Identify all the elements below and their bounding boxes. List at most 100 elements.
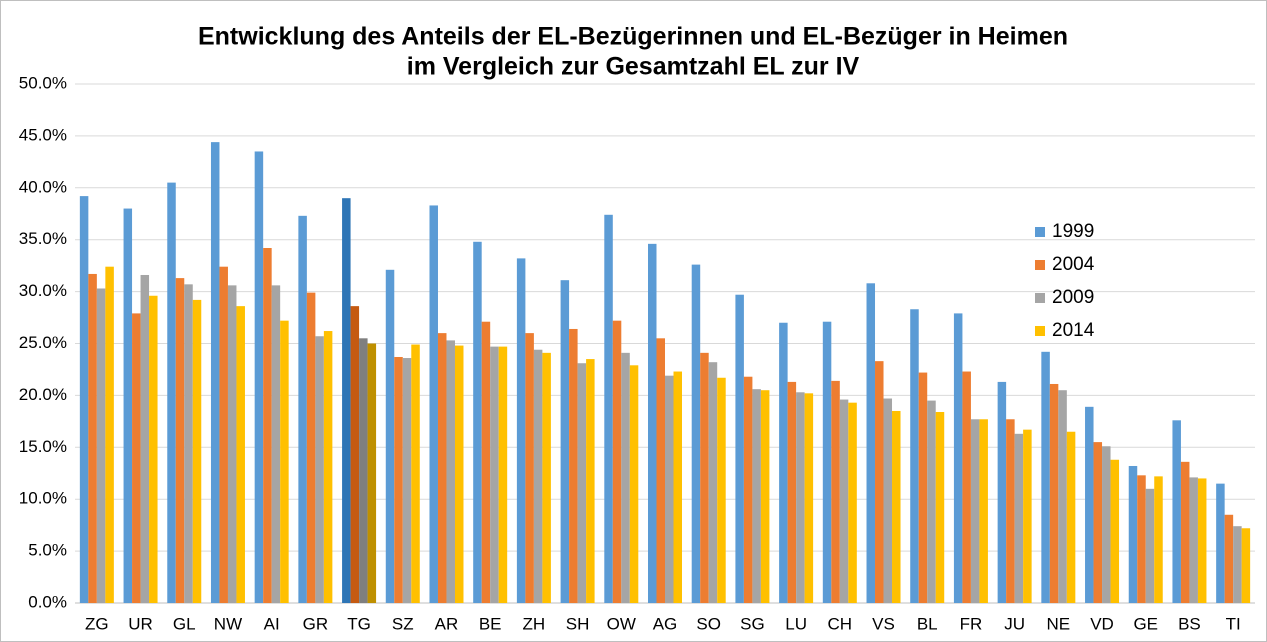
bar — [429, 205, 438, 604]
bar — [979, 419, 988, 603]
bar — [227, 285, 237, 603]
bar — [454, 345, 464, 603]
bar — [298, 215, 307, 604]
bar — [1154, 476, 1163, 603]
bar — [673, 371, 682, 603]
chart-title: Entwicklung des Anteils der EL-Bezügerin… — [198, 23, 1068, 51]
bar — [875, 361, 884, 603]
bar — [962, 371, 971, 603]
bar — [263, 248, 272, 603]
chart-title: im Vergleich zur Gesamtzahl EL zur IV — [407, 53, 860, 81]
bar — [927, 400, 936, 603]
bar — [953, 313, 963, 603]
x-tick-label: CH — [828, 614, 853, 633]
x-tick-label: GE — [1133, 614, 1158, 633]
bar — [1172, 420, 1181, 603]
bar — [743, 376, 753, 603]
bar — [437, 333, 447, 603]
bar — [516, 258, 526, 603]
y-tick-label: 15.0% — [19, 437, 67, 456]
bar — [779, 322, 788, 603]
bar — [1180, 461, 1190, 603]
x-tick-label: FR — [960, 614, 983, 633]
bar — [691, 264, 701, 603]
bar — [796, 392, 805, 603]
x-tick-label: ZG — [85, 614, 109, 633]
y-tick-label: 40.0% — [19, 177, 67, 196]
y-tick-label: 30.0% — [19, 281, 67, 300]
bar — [1014, 433, 1024, 603]
x-tick-label: SG — [740, 614, 765, 633]
bar — [402, 358, 412, 603]
bar — [604, 214, 613, 603]
bar — [446, 340, 455, 603]
x-tick-label: UR — [128, 614, 153, 633]
bar — [123, 208, 133, 603]
bar — [621, 352, 630, 603]
bar — [935, 412, 945, 603]
bar — [411, 344, 420, 603]
bar — [1189, 477, 1198, 603]
bar — [1233, 526, 1242, 603]
bar — [1145, 488, 1155, 603]
legend-label: 2009 — [1052, 287, 1094, 308]
bar — [787, 381, 797, 603]
bar — [254, 151, 264, 603]
bar — [192, 299, 202, 603]
legend-label: 2014 — [1052, 320, 1095, 341]
x-tick-label: AR — [435, 614, 459, 633]
bar — [79, 196, 89, 603]
bar — [280, 320, 289, 603]
bar — [385, 269, 395, 603]
bar — [708, 362, 718, 603]
x-tick-label: BE — [479, 614, 502, 633]
bar — [350, 306, 360, 603]
bar — [656, 338, 665, 603]
bar — [586, 359, 595, 603]
bar — [970, 419, 980, 603]
x-tick-label: JU — [1004, 614, 1025, 633]
bar — [560, 280, 570, 603]
bar — [149, 295, 158, 603]
bar — [629, 365, 639, 603]
bar — [219, 266, 228, 603]
bar — [342, 198, 351, 603]
bar — [760, 390, 770, 603]
bar — [997, 381, 1007, 603]
y-tick-label: 50.0% — [19, 73, 67, 92]
bar — [1006, 419, 1015, 603]
bar — [498, 346, 508, 603]
x-tick-label: TG — [347, 614, 371, 633]
bar — [306, 292, 316, 603]
bar — [525, 333, 534, 603]
legend-swatch — [1035, 227, 1045, 237]
x-tick-label: OW — [607, 614, 636, 633]
bar — [236, 306, 245, 603]
bar — [184, 284, 193, 603]
bar — [918, 372, 928, 603]
x-tick-label: AI — [264, 614, 280, 633]
bar — [752, 389, 761, 603]
x-tick-label: LU — [785, 614, 807, 633]
x-tick-label: SO — [696, 614, 721, 633]
bar — [1197, 478, 1207, 603]
bar — [1216, 483, 1225, 603]
bar — [735, 294, 744, 603]
bar — [1241, 528, 1251, 603]
bar — [175, 278, 185, 603]
bar — [1102, 446, 1111, 603]
bar — [1085, 406, 1094, 603]
bar — [1023, 429, 1032, 603]
bar — [577, 363, 587, 603]
legend-swatch — [1035, 260, 1045, 270]
bar — [1224, 514, 1234, 603]
bar — [1093, 442, 1103, 603]
bar — [132, 313, 141, 603]
x-tick-label: ZH — [523, 614, 546, 633]
bar — [88, 273, 97, 603]
bar — [569, 328, 578, 603]
y-tick-label: 10.0% — [19, 489, 67, 508]
bar — [1066, 431, 1076, 603]
bar — [490, 346, 499, 603]
